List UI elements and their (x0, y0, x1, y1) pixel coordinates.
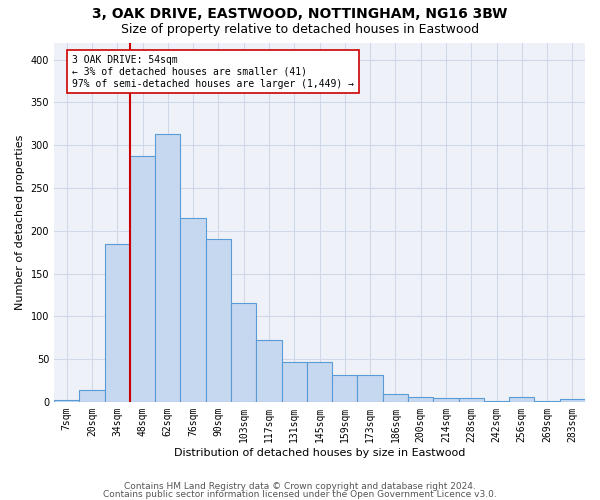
Bar (458, 398, 484, 402)
Bar (560, 400, 585, 402)
Bar (408, 396, 433, 402)
Bar (484, 401, 509, 402)
Bar (79, 390, 104, 402)
Bar (509, 396, 535, 402)
Bar (383, 394, 408, 402)
Bar (54, 400, 79, 402)
Bar (206, 240, 231, 402)
Bar (130, 156, 155, 402)
Bar (307, 362, 332, 402)
Bar (433, 398, 458, 402)
Bar (281, 362, 307, 402)
Bar (332, 376, 358, 402)
Text: 3 OAK DRIVE: 54sqm
← 3% of detached houses are smaller (41)
97% of semi-detached: 3 OAK DRIVE: 54sqm ← 3% of detached hous… (72, 56, 354, 88)
Bar (535, 401, 560, 402)
Text: Contains public sector information licensed under the Open Government Licence v3: Contains public sector information licen… (103, 490, 497, 499)
Text: Size of property relative to detached houses in Eastwood: Size of property relative to detached ho… (121, 22, 479, 36)
Y-axis label: Number of detached properties: Number of detached properties (15, 134, 25, 310)
Bar (155, 134, 181, 402)
Bar (358, 376, 383, 402)
Bar (104, 244, 130, 402)
Bar (181, 218, 206, 402)
Text: 3, OAK DRIVE, EASTWOOD, NOTTINGHAM, NG16 3BW: 3, OAK DRIVE, EASTWOOD, NOTTINGHAM, NG16… (92, 8, 508, 22)
Bar (231, 302, 256, 402)
Text: Contains HM Land Registry data © Crown copyright and database right 2024.: Contains HM Land Registry data © Crown c… (124, 482, 476, 491)
X-axis label: Distribution of detached houses by size in Eastwood: Distribution of detached houses by size … (174, 448, 465, 458)
Bar (256, 340, 281, 402)
